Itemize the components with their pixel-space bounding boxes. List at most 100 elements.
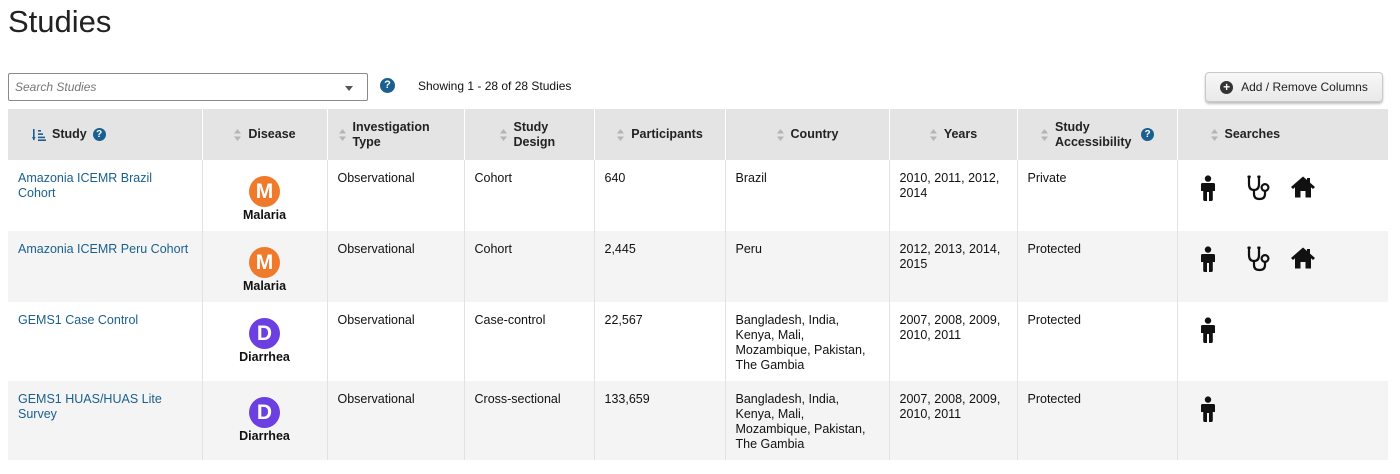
- disease-badge-icon: M: [249, 176, 280, 207]
- cell-searches: [1177, 231, 1388, 302]
- cell-years: 2010, 2011, 2012, 2014: [889, 160, 1018, 231]
- cell-participants: 22,567: [594, 302, 726, 381]
- column-header-investigation-type[interactable]: Investigation Type: [327, 109, 465, 160]
- table-row: Amazonia ICEMR Peru Cohort M Malaria Observ…: [8, 231, 1388, 302]
- study-link[interactable]: GEMS1 Case Control: [18, 313, 139, 327]
- household-icon[interactable]: [1290, 246, 1336, 274]
- sort-icon[interactable]: [233, 128, 242, 141]
- column-header-country[interactable]: Country: [725, 109, 890, 160]
- cell-study: GEMS1 Case Control: [8, 302, 203, 381]
- cell-disease: M Malaria: [202, 231, 328, 302]
- column-header-study-label: Study: [52, 127, 87, 141]
- column-header-participants[interactable]: Participants: [594, 109, 726, 160]
- column-header-years[interactable]: Years: [889, 109, 1018, 160]
- cell-disease: M Malaria: [202, 160, 328, 231]
- column-header-searches[interactable]: Searches: [1177, 109, 1388, 160]
- cell-investigation-type: Observational: [327, 160, 465, 231]
- table-row: Amazonia ICEMR Brazil Cohort M Malaria Obse…: [8, 160, 1388, 231]
- search-box[interactable]: [8, 73, 368, 101]
- cell-participants: 133,659: [594, 381, 726, 460]
- stethoscope-icon[interactable]: [1244, 246, 1290, 274]
- cell-disease: D Diarrhea: [202, 381, 328, 460]
- column-header-searches-label: Searches: [1224, 127, 1281, 141]
- sort-icon[interactable]: [929, 128, 938, 141]
- column-header-disease-label: Disease: [248, 127, 296, 141]
- disease-name: Diarrhea: [239, 350, 290, 364]
- sort-ascending-icon[interactable]: [32, 128, 46, 141]
- chevron-down-icon[interactable]: [345, 86, 353, 91]
- cell-years: 2007, 2008, 2009, 2010, 2011: [889, 302, 1018, 381]
- cell-study-design: Cohort: [464, 160, 595, 231]
- cell-country: Brazil: [725, 160, 890, 231]
- help-icon[interactable]: ?: [92, 128, 106, 141]
- column-header-study[interactable]: Study ?: [8, 109, 203, 160]
- sort-icon[interactable]: [1210, 128, 1219, 141]
- column-header-investigation-type-label: Investigation Type: [352, 119, 430, 149]
- participant-icon[interactable]: [1198, 246, 1244, 274]
- sort-icon[interactable]: [776, 128, 785, 141]
- table-row: GEMS1 Case Control D Diarrhea Observational…: [8, 302, 1388, 381]
- cell-investigation-type: Observational: [327, 381, 465, 460]
- cell-accessibility: Protected: [1017, 302, 1178, 381]
- help-icon[interactable]: ?: [380, 78, 395, 93]
- cell-disease: D Diarrhea: [202, 302, 328, 381]
- column-header-study-design[interactable]: Study Design: [464, 109, 595, 160]
- cell-searches: [1177, 302, 1388, 381]
- cell-investigation-type: Observational: [327, 231, 465, 302]
- cell-study: Amazonia ICEMR Brazil Cohort: [8, 160, 203, 231]
- sort-icon[interactable]: [338, 128, 347, 141]
- sort-icon[interactable]: [616, 128, 625, 141]
- disease-badge-icon: D: [249, 318, 280, 349]
- add-remove-columns-button[interactable]: + Add / Remove Columns: [1205, 72, 1383, 102]
- table-header-row: Study ? Disease Investigation Type: [8, 109, 1388, 160]
- column-header-participants-label: Participants: [631, 127, 703, 141]
- sort-icon[interactable]: [1040, 128, 1049, 141]
- column-header-study-accessibility-label: Study Accessibility: [1055, 119, 1132, 149]
- row-count-text: Showing 1 - 28 of 28 Studies: [418, 79, 572, 93]
- study-link[interactable]: Amazonia ICEMR Brazil Cohort: [18, 171, 153, 200]
- cell-country: Peru: [725, 231, 890, 302]
- disease-name: Malaria: [242, 208, 287, 222]
- cell-country: Bangladesh, India, Kenya, Mali, Mozambiq…: [725, 302, 890, 381]
- column-header-disease[interactable]: Disease: [202, 109, 328, 160]
- disease-name: Diarrhea: [239, 429, 290, 443]
- column-header-study-accessibility[interactable]: Study Accessibility ?: [1017, 109, 1178, 160]
- participant-icon[interactable]: [1198, 396, 1244, 424]
- cell-years: 2012, 2013, 2014, 2015: [889, 231, 1018, 302]
- cell-participants: 640: [594, 160, 726, 231]
- page-title: Studies: [8, 4, 112, 39]
- table-row: GEMS1 HUAS/HUAS Lite Survey D Diarrhea Obse…: [8, 381, 1388, 460]
- cell-participants: 2,445: [594, 231, 726, 302]
- study-link[interactable]: GEMS1 HUAS/HUAS Lite Survey: [18, 392, 162, 421]
- studies-table: Study ? Disease Investigation Type: [8, 109, 1388, 460]
- table-toolbar: ? Showing 1 - 28 of 28 Studies + Add / R…: [8, 72, 1383, 102]
- cell-investigation-type: Observational: [327, 302, 465, 381]
- add-remove-columns-label: Add / Remove Columns: [1241, 80, 1368, 94]
- disease-name: Malaria: [242, 279, 287, 293]
- cell-accessibility: Private: [1017, 160, 1178, 231]
- search-input[interactable]: [9, 74, 329, 100]
- study-link[interactable]: Amazonia ICEMR Peru Cohort: [18, 242, 189, 256]
- cell-study-design: Cohort: [464, 231, 595, 302]
- cell-accessibility: Protected: [1017, 381, 1178, 460]
- cell-study-design: Cross-sectional: [464, 381, 595, 460]
- cell-study: Amazonia ICEMR Peru Cohort: [8, 231, 203, 302]
- participant-icon[interactable]: [1198, 317, 1244, 345]
- cell-study: GEMS1 HUAS/HUAS Lite Survey: [8, 381, 203, 460]
- participant-icon[interactable]: [1198, 175, 1244, 203]
- column-header-study-design-label: Study Design: [513, 119, 556, 149]
- plus-circle-icon: +: [1220, 80, 1234, 94]
- cell-years: 2007, 2008, 2009, 2010, 2011: [889, 381, 1018, 460]
- stethoscope-icon[interactable]: [1244, 175, 1290, 203]
- household-icon[interactable]: [1290, 175, 1336, 203]
- disease-badge-icon: M: [249, 247, 280, 278]
- cell-country: Bangladesh, India, Kenya, Mali, Mozambiq…: [725, 381, 890, 460]
- cell-searches: [1177, 381, 1388, 460]
- cell-accessibility: Protected: [1017, 231, 1178, 302]
- help-icon[interactable]: ?: [1141, 128, 1154, 141]
- cell-searches: [1177, 160, 1388, 231]
- disease-badge-icon: D: [249, 397, 280, 428]
- sort-icon[interactable]: [499, 128, 508, 141]
- column-header-country-label: Country: [790, 127, 839, 141]
- column-header-years-label: Years: [943, 127, 978, 141]
